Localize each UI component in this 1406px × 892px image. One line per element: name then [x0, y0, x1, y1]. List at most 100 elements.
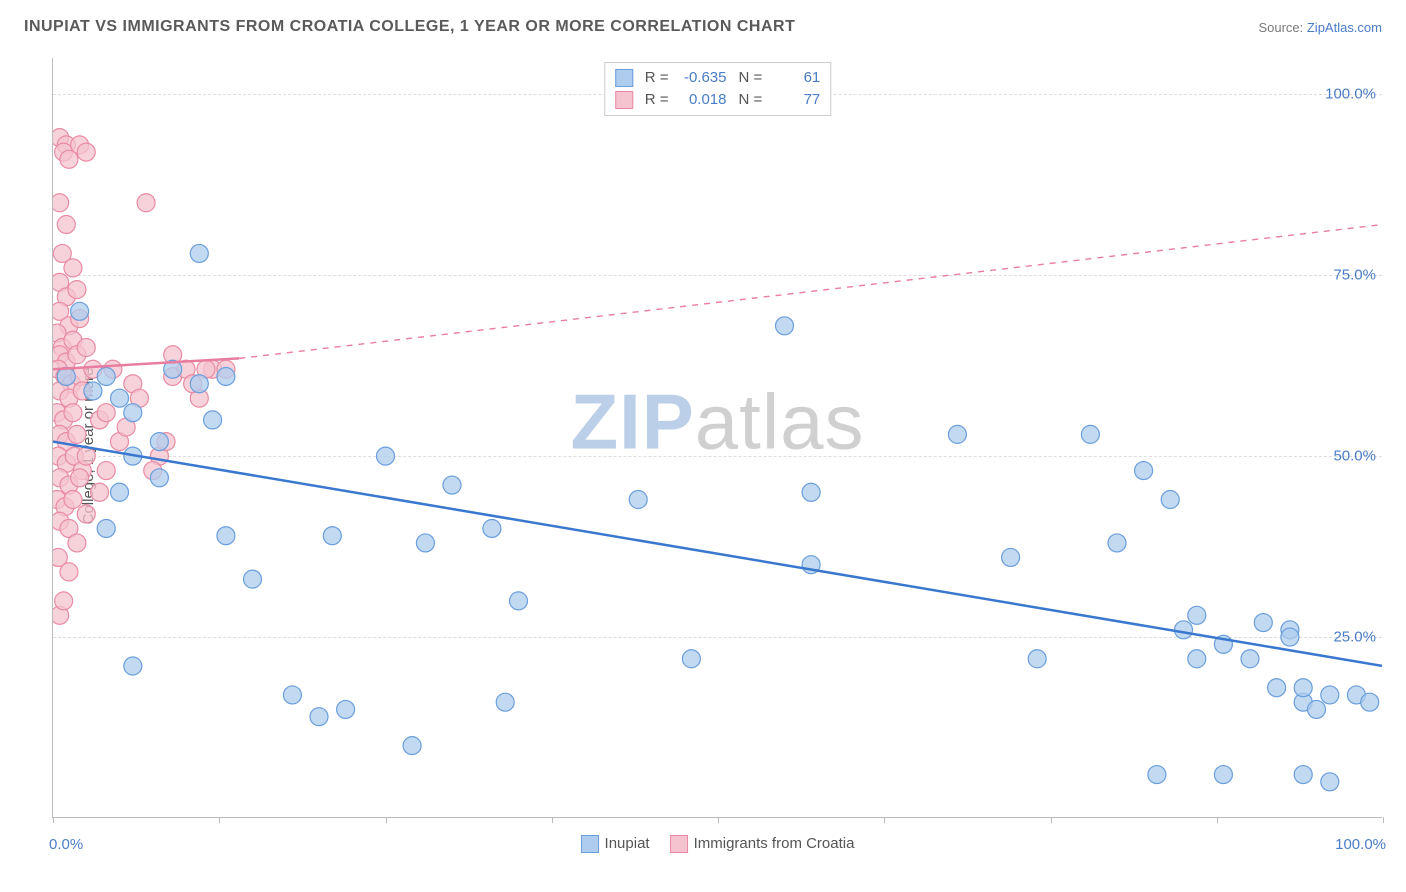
correlation-legend: R = -0.635 N = 61 R = 0.018 N = 77: [604, 62, 832, 116]
source-link[interactable]: ZipAtlas.com: [1307, 20, 1382, 35]
scatter-point-a: [204, 411, 222, 429]
scatter-point-a: [1188, 606, 1206, 624]
scatter-point-b: [68, 425, 86, 443]
scatter-point-a: [190, 375, 208, 393]
scatter-point-a: [1294, 766, 1312, 784]
scatter-point-b: [77, 447, 95, 465]
x-tick: [219, 817, 220, 823]
scatter-point-a: [416, 534, 434, 552]
scatter-point-a: [802, 483, 820, 501]
scatter-point-a: [1281, 628, 1299, 646]
scatter-point-a: [84, 382, 102, 400]
scatter-point-a: [150, 433, 168, 451]
n-label: N =: [739, 67, 763, 89]
source-prefix: Source:: [1258, 20, 1306, 35]
r-label: R =: [645, 89, 669, 111]
r-value-b: 0.018: [677, 89, 727, 111]
scatter-point-a: [682, 650, 700, 668]
scatter-point-a: [496, 693, 514, 711]
legend-row-b: R = 0.018 N = 77: [615, 89, 821, 111]
scatter-point-a: [1081, 425, 1099, 443]
scatter-point-a: [1268, 679, 1286, 697]
scatter-point-a: [1135, 462, 1153, 480]
legend-item-a: Inupiat: [581, 835, 650, 853]
scatter-point-b: [77, 339, 95, 357]
scatter-point-a: [948, 425, 966, 443]
scatter-point-a: [1148, 766, 1166, 784]
scatter-point-a: [1108, 534, 1126, 552]
legend-swatch-a: [615, 69, 633, 87]
scatter-point-b: [53, 194, 69, 212]
legend-item-b: Immigrants from Croatia: [670, 835, 855, 853]
legend-label-a: Inupiat: [605, 835, 650, 852]
scatter-point-a: [1161, 491, 1179, 509]
scatter-point-a: [337, 700, 355, 718]
x-tick: [1051, 817, 1052, 823]
scatter-point-a: [510, 592, 528, 610]
legend-row-a: R = -0.635 N = 61: [615, 67, 821, 89]
x-tick: [1217, 817, 1218, 823]
regression-line-a: [53, 442, 1382, 666]
legend-swatch-a-bottom: [581, 835, 599, 853]
scatter-point-a: [377, 447, 395, 465]
scatter-point-a: [71, 302, 89, 320]
scatter-point-b: [68, 534, 86, 552]
legend-swatch-b: [615, 91, 633, 109]
r-value-a: -0.635: [677, 67, 727, 89]
scatter-point-a: [150, 469, 168, 487]
scatter-point-b: [97, 404, 115, 422]
legend-label-b: Immigrants from Croatia: [694, 835, 855, 852]
plot-svg: [53, 58, 1382, 817]
scatter-point-a: [190, 244, 208, 262]
scatter-point-a: [217, 367, 235, 385]
scatter-point-a: [1188, 650, 1206, 668]
scatter-point-a: [283, 686, 301, 704]
scatter-point-b: [64, 259, 82, 277]
scatter-point-a: [403, 737, 421, 755]
n-value-a: 61: [770, 67, 820, 89]
n-label: N =: [739, 89, 763, 111]
legend-swatch-b-bottom: [670, 835, 688, 853]
scatter-point-a: [629, 491, 647, 509]
scatter-point-b: [55, 592, 73, 610]
scatter-point-a: [1175, 621, 1193, 639]
x-axis-max-label: 100.0%: [1335, 836, 1386, 853]
x-tick: [552, 817, 553, 823]
scatter-point-a: [124, 657, 142, 675]
scatter-point-a: [1308, 700, 1326, 718]
scatter-point-a: [97, 519, 115, 537]
scatter-point-a: [97, 367, 115, 385]
r-label: R =: [645, 67, 669, 89]
scatter-point-b: [91, 483, 109, 501]
chart-title: INUPIAT VS IMMIGRANTS FROM CROATIA COLLE…: [24, 18, 795, 36]
scatter-point-a: [1214, 766, 1232, 784]
scatter-point-a: [1321, 686, 1339, 704]
scatter-point-a: [1294, 679, 1312, 697]
scatter-point-a: [1321, 773, 1339, 791]
scatter-point-a: [1028, 650, 1046, 668]
scatter-point-a: [1002, 548, 1020, 566]
scatter-point-a: [483, 519, 501, 537]
scatter-point-a: [1241, 650, 1259, 668]
regression-line-b-dashed: [239, 224, 1382, 358]
scatter-point-b: [64, 404, 82, 422]
scatter-point-b: [137, 194, 155, 212]
n-value-b: 77: [770, 89, 820, 111]
scatter-point-b: [71, 469, 89, 487]
scatter-point-a: [111, 389, 129, 407]
x-tick: [718, 817, 719, 823]
scatter-point-a: [443, 476, 461, 494]
x-tick: [884, 817, 885, 823]
scatter-point-b: [57, 215, 75, 233]
plot-area: ZIPatlas R = -0.635 N = 61 R = 0.018 N =…: [52, 58, 1382, 818]
scatter-point-a: [310, 708, 328, 726]
scatter-point-a: [111, 483, 129, 501]
scatter-point-b: [60, 563, 78, 581]
x-axis-min-label: 0.0%: [49, 836, 83, 853]
scatter-point-a: [1254, 614, 1272, 632]
scatter-point-a: [1361, 693, 1379, 711]
scatter-point-a: [776, 317, 794, 335]
series-legend: Inupiat Immigrants from Croatia: [581, 835, 855, 853]
scatter-point-a: [57, 367, 75, 385]
scatter-point-a: [244, 570, 262, 588]
